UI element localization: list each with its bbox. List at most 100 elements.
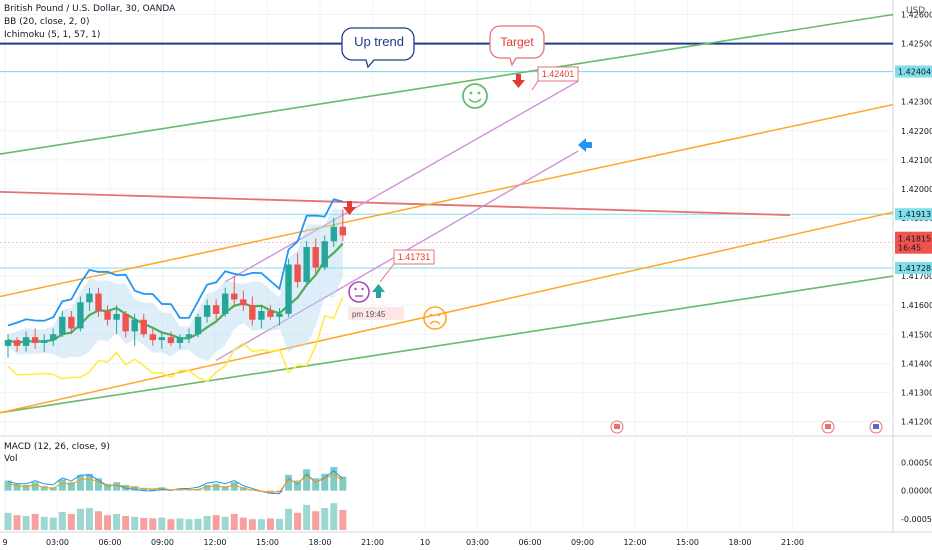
macd-hist-bar: [85, 473, 93, 491]
target-callout[interactable]: Target: [489, 25, 545, 67]
volume-bar: [276, 518, 283, 530]
volume-bar: [76, 508, 84, 530]
candle-body: [131, 319, 138, 332]
volume-bar: [321, 508, 329, 530]
macd-hist-bar: [131, 486, 139, 491]
price-tick-label: 1.42100: [901, 156, 932, 165]
current-price-text: 1.41815: [898, 235, 931, 244]
time-tick-label: 18:00: [308, 538, 331, 547]
volume-bar: [248, 519, 256, 530]
volume-bar: [330, 503, 338, 530]
candle-body: [4, 340, 12, 346]
neutral-smiley-icon: [348, 281, 370, 303]
volume-bar: [266, 518, 274, 530]
macd-hist-bar: [113, 482, 121, 491]
time-tick-label: 06:00: [98, 538, 121, 547]
volume-bar: [13, 515, 21, 530]
volume-bar: [113, 514, 121, 530]
macd-hist-bar: [31, 482, 39, 491]
candle-body: [95, 293, 102, 312]
volume-bar: [285, 508, 293, 530]
green-upper-channel: [0, 13, 894, 155]
price-tag-3: [895, 261, 932, 274]
red-trend-line: [0, 190, 791, 216]
volume-bar: [339, 510, 347, 530]
macd-hist-bar: [230, 482, 238, 491]
macd-hist-bar: [104, 483, 112, 491]
price-tick-label: 1.41600: [901, 301, 932, 310]
price-tick-label: 1.42500: [901, 40, 932, 49]
time-tick-label: 21:00: [781, 538, 804, 547]
indicator-bb[interactable]: BB (20, close, 2, 0): [4, 17, 90, 27]
macd-tick-label: 0.00000: [901, 487, 932, 496]
volume-bar: [149, 518, 157, 530]
time-tick-label: 12:00: [203, 538, 226, 547]
volume-bar: [67, 514, 75, 530]
indicator-ichimoku[interactable]: Ichimoku (5, 1, 57, 1): [4, 30, 101, 40]
price-tag-high: 1.42401: [531, 66, 579, 91]
macd-hist-bar: [312, 478, 320, 491]
macd-hist-bar: [95, 478, 102, 491]
candle-body: [158, 337, 166, 341]
volume-bar: [194, 518, 202, 530]
candle-body: [31, 337, 39, 343]
symbol-title[interactable]: British Pound / U.S. Dollar, 30, OANDA: [4, 4, 176, 14]
candle-body: [330, 226, 337, 242]
indicators: [7, 198, 344, 383]
price-tick-label: 1.42600: [901, 11, 932, 20]
macd-hist-bar: [294, 480, 302, 491]
macd-tick-label: 0.00050: [901, 459, 932, 468]
price-tag-2-text: 1.41913: [898, 210, 931, 219]
macd-hist-bar: [212, 483, 220, 491]
time-tick-label: 03:00: [46, 538, 69, 547]
candle-body: [176, 337, 184, 343]
price-tick-label: 1.41300: [901, 388, 932, 397]
down-arrow-icon: [343, 201, 356, 215]
annotations: Up trend Target 1.42401 1.41731 pm 19:45: [341, 25, 883, 434]
price-tick-label: 1.41200: [901, 417, 932, 426]
vol-label: Vol: [4, 454, 18, 464]
candle-body: [222, 293, 229, 314]
macd-line: [7, 470, 344, 495]
volume-bar: [158, 517, 166, 530]
candle-body: [276, 313, 283, 317]
candle-body: [68, 316, 75, 329]
price-tick-label: 1.42200: [901, 127, 932, 136]
candle-body: [312, 247, 319, 268]
time-tick-label: 15:00: [256, 538, 279, 547]
left-arrow-icon: [578, 138, 592, 152]
uptrend-callout[interactable]: Up trend: [341, 27, 415, 69]
sad-smiley-icon: [423, 306, 447, 330]
candle-body: [113, 313, 120, 320]
price-tick-label: 1.41400: [901, 359, 932, 368]
volume-bar: [122, 516, 130, 530]
volume-bar: [58, 512, 66, 530]
time-tick-label: 10: [420, 538, 430, 547]
current-price-tag: [895, 231, 932, 254]
volume-bar: [40, 516, 48, 530]
violet-upper-line: [224, 80, 579, 283]
tag-mid-text: 1.41731: [398, 252, 431, 262]
happy-smiley-icon: [462, 83, 488, 109]
price-axis[interactable]: 1.426001.425001.424001.423001.422001.421…: [895, 11, 932, 524]
orange-upper-channel: [0, 103, 894, 298]
volume-bar: [140, 518, 148, 530]
time-axis[interactable]: 9 03:00 06:00 09:00 12:00 15:00 18:00 21:00 10 03…: [2, 538, 804, 547]
volume-bar: [212, 515, 220, 530]
price-tick-label: 1.41500: [901, 330, 932, 339]
candle-body: [140, 319, 147, 335]
macd-title[interactable]: MACD (12, 26, close, 9): [4, 442, 110, 452]
candles: [4, 209, 347, 358]
volume-bar: [85, 508, 93, 530]
macd-hist-bar: [22, 485, 30, 491]
time-tick-label: 12:00: [623, 538, 646, 547]
volume-bar: [95, 511, 102, 530]
price-tick-label: 1.41700: [901, 272, 932, 281]
candle-body: [77, 302, 84, 329]
macd-hist-bar: [76, 474, 84, 491]
volume-bar: [176, 518, 184, 530]
candle-body: [212, 305, 220, 314]
currency-label[interactable]: USD: [906, 6, 926, 16]
time-tick-label: 9: [2, 538, 7, 547]
